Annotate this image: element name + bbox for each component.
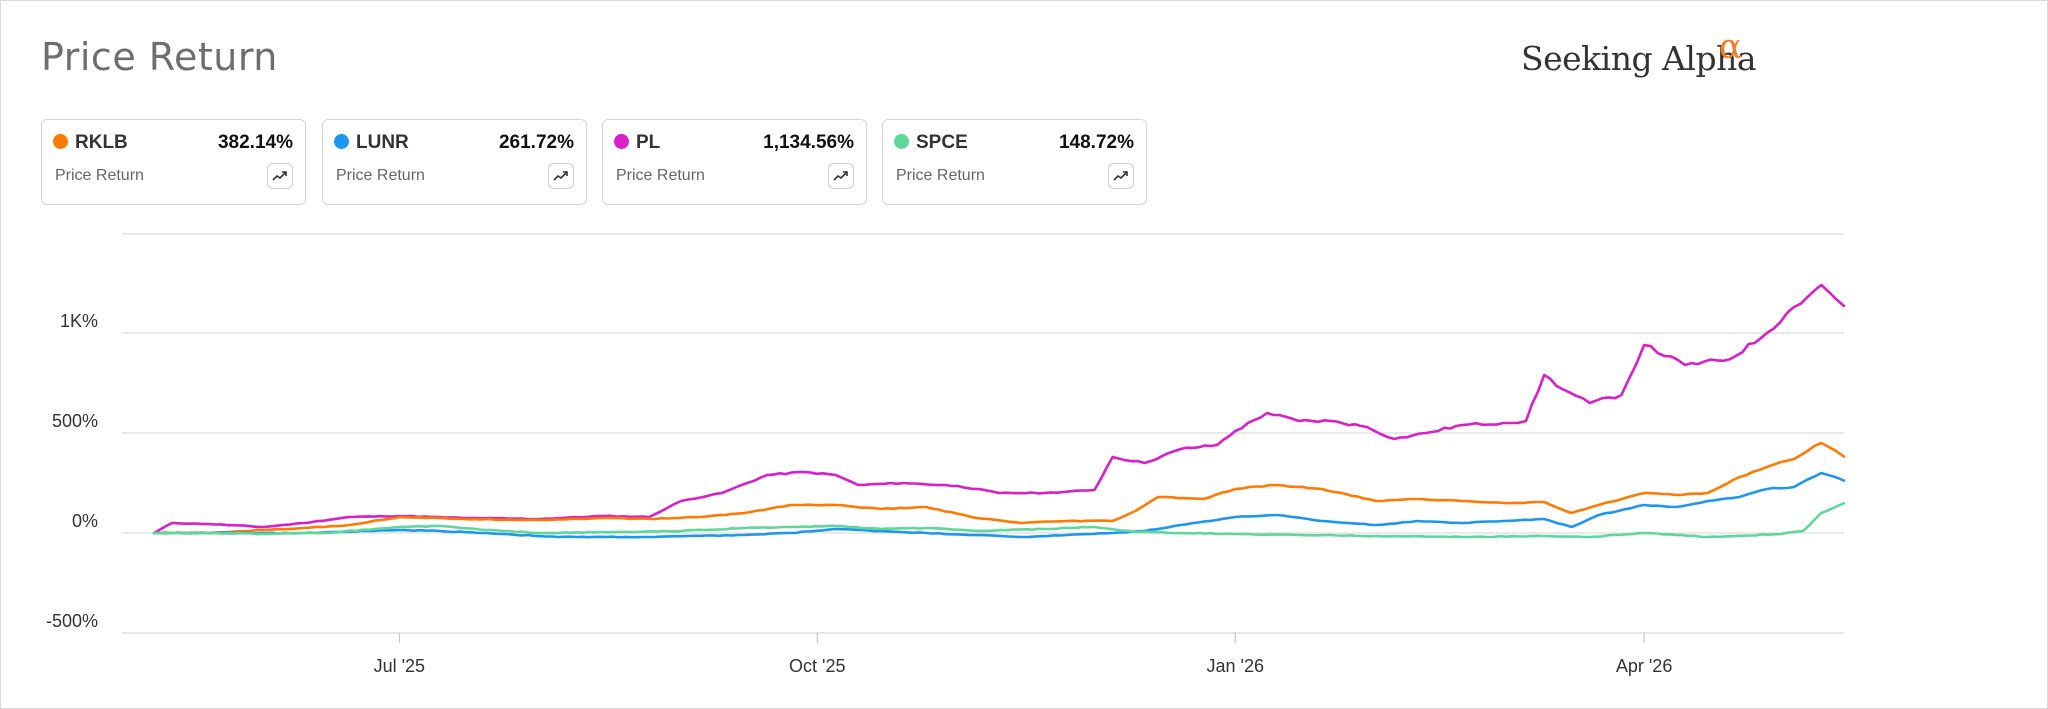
series-line-spce — [152, 501, 1846, 539]
x-tick-label: Jan '26 — [1206, 656, 1263, 676]
y-tick-label: -500% — [46, 611, 98, 631]
card-value: 261.72% — [498, 132, 574, 153]
card-ticker: SPCE — [916, 132, 968, 153]
trend-icon[interactable] — [548, 163, 574, 189]
series-color-dot — [894, 134, 909, 149]
card-ticker: PL — [636, 132, 661, 153]
card-value: 382.14% — [217, 132, 293, 153]
x-axis: Jul '25 Oct '25 Jan '26 Apr '26 — [374, 633, 1672, 676]
series-line-lunr — [152, 471, 1846, 539]
trend-icon[interactable] — [1108, 163, 1134, 189]
series-line-pl — [152, 283, 1846, 535]
brand-alpha-mark: α — [1719, 27, 1742, 67]
card-value: 148.72% — [1058, 132, 1134, 153]
y-tick-label: 1K% — [60, 311, 98, 331]
x-tick-label: Oct '25 — [789, 656, 845, 676]
series-line-rklb — [152, 441, 1846, 535]
x-tick-label: Jul '25 — [374, 656, 425, 676]
y-tick-label: 0% — [72, 511, 98, 531]
legend-card-lunr[interactable]: LUNR 261.72% Price Return — [322, 119, 587, 205]
gridlines — [122, 233, 1844, 634]
card-label: Price Return — [616, 167, 705, 184]
legend-card-pl[interactable]: PL 1,134.56% Price Return — [602, 119, 867, 205]
series-color-dot — [614, 134, 629, 149]
series-lines — [152, 283, 1846, 539]
brand-logo: Seeking Alpha α — [1521, 27, 1761, 89]
series-color-dot — [334, 134, 349, 149]
card-value: 1,134.56% — [763, 132, 854, 153]
legend-card-rklb[interactable]: RKLB 382.14% Price Return — [41, 119, 306, 205]
x-tick-label: Apr '26 — [1616, 656, 1672, 676]
trend-icon[interactable] — [267, 163, 293, 189]
brand-name: Seeking Alpha — [1521, 39, 1757, 78]
legend-card-spce[interactable]: SPCE 148.72% Price Return — [882, 119, 1147, 205]
y-axis: -500% 0% 500% 1K% — [46, 311, 98, 631]
card-label: Price Return — [55, 167, 144, 184]
y-tick-label: 500% — [52, 411, 98, 431]
card-ticker: RKLB — [75, 132, 128, 153]
card-ticker: LUNR — [356, 132, 409, 153]
card-label: Price Return — [896, 167, 985, 184]
card-label: Price Return — [336, 167, 425, 184]
series-color-dot — [53, 134, 68, 149]
page-title: Price Return — [41, 35, 278, 79]
trend-icon[interactable] — [828, 163, 854, 189]
